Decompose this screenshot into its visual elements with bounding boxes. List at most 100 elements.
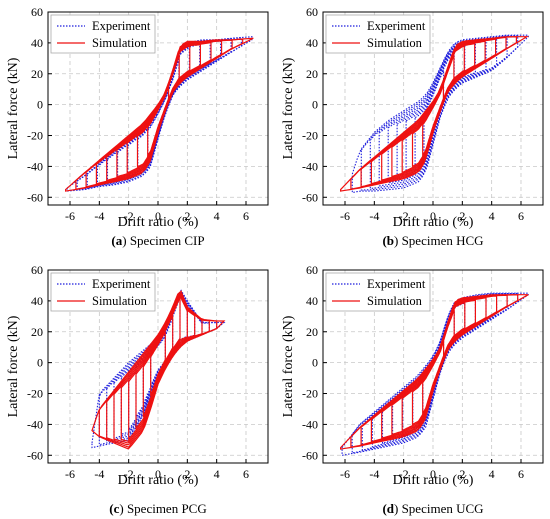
x-tick-label: -4: [94, 467, 104, 481]
series-experiment-loop: [341, 292, 529, 456]
panel-letter: (c: [109, 501, 119, 516]
legend-label-experiment: Experiment: [367, 19, 426, 33]
y-tick-label: -20: [27, 387, 43, 401]
legend-box: [50, 14, 156, 54]
y-tick-label: -60: [302, 448, 318, 462]
y-tick-label: 0: [37, 98, 43, 112]
x-tick-label: 6: [243, 467, 249, 481]
x-tick-label: -4: [94, 209, 104, 223]
y-tick-label: 60: [31, 263, 43, 277]
panel-caption: (b) Specimen HCG: [382, 233, 483, 248]
y-tick-label: -60: [302, 190, 318, 204]
x-tick-label: 4: [214, 209, 220, 223]
y-tick-label: -20: [302, 387, 318, 401]
x-tick-label: -2: [124, 467, 134, 481]
x-tick-label: -2: [399, 467, 409, 481]
legend: Experiment Simulation: [325, 14, 431, 54]
y-tick-label: 0: [312, 98, 318, 112]
panel-caption-text: ) Specimen PCG: [119, 501, 206, 516]
x-tick-label: 4: [489, 467, 495, 481]
y-axis-label: Lateral force (kN): [281, 315, 296, 417]
legend-box: [325, 272, 431, 312]
x-axis-label: Drift ratio (%): [393, 215, 474, 230]
x-tick-label: -4: [369, 467, 379, 481]
series-simulation-loop: [91, 290, 226, 450]
x-tick-label: 2: [459, 467, 465, 481]
y-axis-label: Lateral force (kN): [6, 315, 21, 417]
series-simulation-loop: [381, 297, 487, 439]
x-tick-label: 0: [155, 467, 161, 481]
x-axis-label: Drift ratio (%): [118, 473, 199, 488]
series-simulation-loop: [401, 302, 466, 432]
y-axis-label: Lateral force (kN): [6, 57, 21, 159]
legend-label-simulation: Simulation: [92, 36, 148, 50]
panel-letter: (d: [382, 501, 394, 516]
y-tick-label: 20: [31, 325, 43, 339]
x-tick-label: 0: [430, 209, 436, 223]
y-tick-label: 40: [31, 294, 43, 308]
y-tick-label: 40: [306, 294, 318, 308]
panel-caption-text: ) Specimen UCG: [394, 501, 484, 516]
legend-box: [50, 272, 156, 312]
y-tick-label: 20: [306, 325, 318, 339]
y-tick-label: 60: [31, 5, 43, 19]
x-tick-label: 0: [430, 467, 436, 481]
y-axis-label: Lateral force (kN): [281, 57, 296, 159]
legend-label-experiment: Experiment: [92, 19, 151, 33]
x-tick-label: 4: [489, 209, 495, 223]
x-tick-label: 6: [518, 209, 524, 223]
panel-letter: (b: [382, 233, 394, 248]
y-tick-label: 60: [306, 263, 318, 277]
legend-label-experiment: Experiment: [92, 277, 151, 291]
x-tick-label: -2: [124, 209, 134, 223]
series-simulation-loop: [401, 45, 465, 174]
legend: Experiment Simulation: [50, 272, 156, 312]
x-axis-label: Drift ratio (%): [393, 473, 474, 488]
legend-box: [325, 14, 431, 54]
x-tick-label: -2: [399, 209, 409, 223]
x-tick-label: 2: [184, 209, 190, 223]
plot-area: [340, 292, 529, 456]
y-tick-label: -60: [27, 448, 43, 462]
y-tick-label: 60: [306, 5, 318, 19]
series-simulation-loop: [135, 297, 181, 431]
series-simulation-loop: [381, 40, 486, 181]
series-experiment-loop: [369, 35, 508, 189]
legend-label-simulation: Simulation: [367, 294, 423, 308]
legend: Experiment Simulation: [50, 14, 156, 54]
y-tick-label: -20: [302, 129, 318, 143]
series-simulation-loop: [360, 36, 507, 188]
series-simulation-loop: [370, 38, 497, 185]
x-tick-label: -6: [340, 467, 350, 481]
y-tick-label: -20: [27, 129, 43, 143]
series-simulation-loop: [126, 45, 191, 174]
legend-label-simulation: Simulation: [367, 36, 423, 50]
series-experiment-loop: [91, 289, 226, 449]
x-axis-label: Drift ratio (%): [118, 215, 199, 230]
y-tick-label: -40: [27, 417, 43, 431]
y-tick-label: 0: [312, 356, 318, 370]
y-tick-label: 40: [31, 36, 43, 50]
legend: Experiment Simulation: [325, 272, 431, 312]
plot-area: [65, 36, 254, 192]
plot-area: [340, 34, 530, 194]
series-experiment-loop: [351, 34, 529, 194]
x-tick-label: -6: [340, 209, 350, 223]
series-experiment-loop: [96, 40, 222, 186]
x-tick-label: 0: [155, 209, 161, 223]
y-tick-label: -40: [302, 417, 318, 431]
x-tick-label: -4: [369, 209, 379, 223]
x-tick-label: 4: [214, 467, 220, 481]
series-simulation-loop: [370, 295, 498, 443]
series-experiment-loop: [66, 36, 253, 192]
panel-caption: (c) Specimen PCG: [109, 501, 207, 516]
x-tick-label: 6: [243, 209, 249, 223]
series-experiment-loop: [405, 45, 466, 177]
panel-caption: (a) Specimen CIP: [111, 233, 204, 248]
series-experiment-loop: [137, 59, 180, 171]
